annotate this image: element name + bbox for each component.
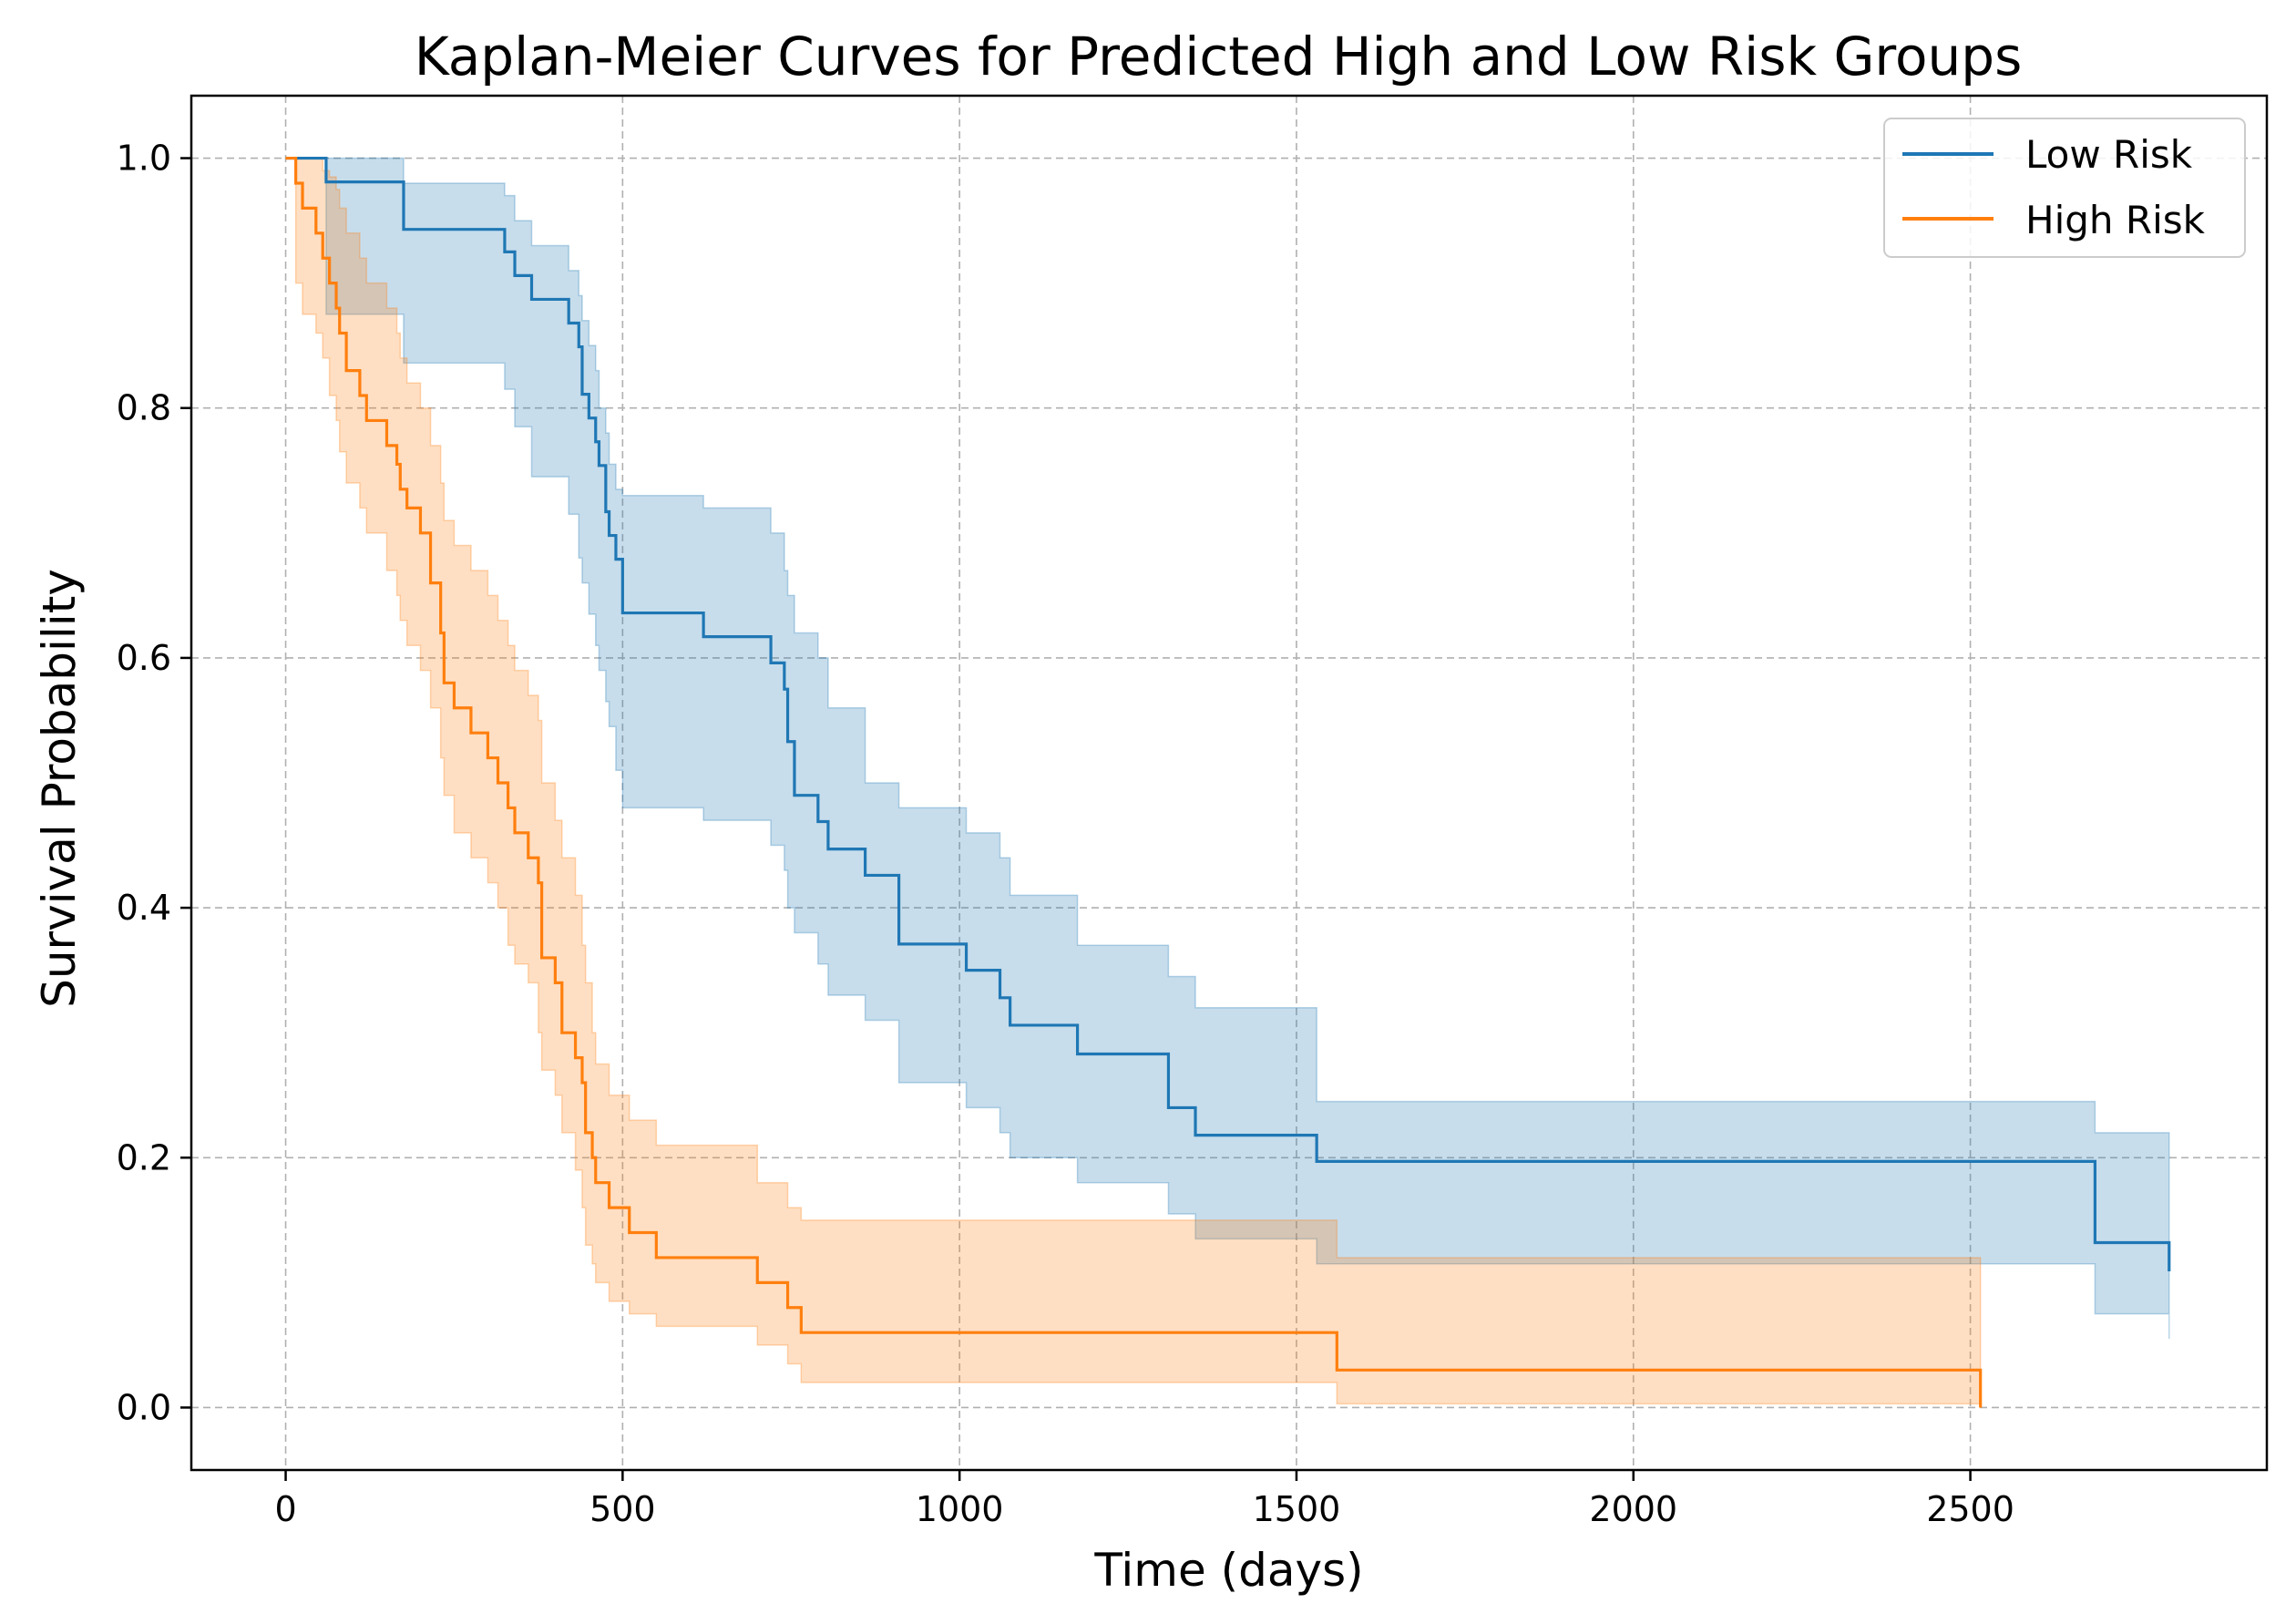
chart-title: Kaplan-Meier Curves for Predicted High a… (415, 26, 2023, 87)
y-tick-label: 0.2 (117, 1137, 171, 1177)
y-tick-label: 0.6 (117, 638, 171, 678)
legend: Low Risk High Risk (1883, 118, 2246, 258)
plot-frame (190, 94, 2269, 1472)
survival-curves (285, 156, 2171, 1408)
ci-band-high-risk (285, 157, 1982, 1408)
x-tick-label: 1500 (1253, 1489, 1341, 1529)
y-tick-label: 0.0 (117, 1387, 171, 1427)
legend-label-high-risk: High Risk (2025, 198, 2206, 242)
x-tick-label: 500 (589, 1489, 656, 1529)
confidence-bands (285, 157, 2170, 1408)
survival-line-high-risk (285, 156, 1983, 1408)
y-tick-label: 0.8 (117, 388, 171, 428)
x-tick-label: 2500 (1926, 1489, 2014, 1529)
y-tick-label: 0.4 (117, 888, 171, 928)
x-tick-label: 2000 (1589, 1489, 1677, 1529)
y-axis-label: Survival Probability (33, 569, 86, 1008)
y-tick-label: 1.0 (117, 139, 171, 179)
survival-line-low-risk (285, 156, 2171, 1272)
legend-label-low-risk: Low Risk (2025, 132, 2193, 177)
axis-ticks: 0 500 1000 1500 2000 2500 0.0 0.2 0.4 0.6 0.8 1.0 (117, 139, 2014, 1529)
x-tick-label: 0 (274, 1489, 296, 1529)
x-tick-label: 1000 (916, 1489, 1004, 1529)
ci-band-low-risk (285, 157, 2170, 1340)
x-axis-label: Time (days) (1093, 1544, 1363, 1597)
